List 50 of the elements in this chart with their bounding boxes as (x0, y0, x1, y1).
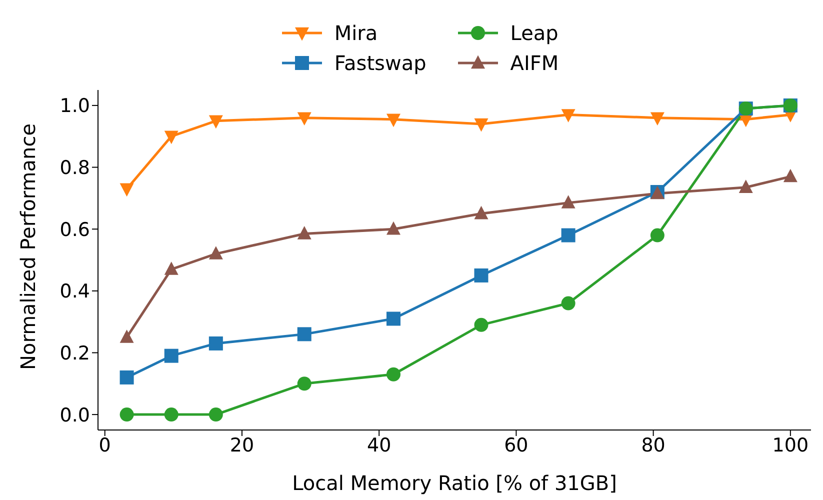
point (386, 221, 400, 235)
point (474, 206, 488, 220)
point (783, 168, 798, 182)
y-tick-label: 0.2 (60, 342, 90, 364)
point (386, 367, 400, 382)
point (164, 262, 178, 275)
point (208, 246, 223, 260)
point (561, 195, 576, 208)
x-tick-label: 100 (772, 434, 809, 456)
x-tick-label: 0 (98, 434, 111, 456)
point (650, 228, 664, 242)
point (208, 336, 223, 350)
point (120, 330, 134, 343)
point (297, 112, 312, 126)
point (386, 114, 400, 128)
point (120, 408, 134, 422)
legend-label: AIFM (510, 51, 559, 75)
x-tick-label: 20 (230, 434, 254, 456)
x-tick-label: 40 (366, 434, 392, 456)
y-tick-label: 1.0 (60, 95, 90, 118)
point (650, 112, 664, 126)
point (561, 296, 576, 310)
y-tick-label: 0.0 (60, 404, 90, 426)
x-axis-title: Local Memory Ratio [% of 31GB] (292, 471, 617, 495)
point (474, 268, 488, 282)
y-tick-label: 0.6 (60, 218, 90, 241)
point (297, 327, 312, 342)
point (561, 228, 576, 242)
x-tick-label: 80 (641, 434, 666, 456)
legend-label: Leap (510, 21, 558, 45)
point (164, 130, 178, 144)
point (120, 370, 134, 384)
legend-label: Fastswap (334, 51, 426, 75)
point (738, 180, 753, 193)
point (208, 115, 223, 129)
point (474, 118, 488, 132)
point (164, 348, 178, 363)
point (297, 226, 312, 240)
point (208, 408, 223, 422)
point (164, 408, 178, 422)
y-tick-label: 0.8 (60, 157, 90, 180)
point (474, 318, 488, 332)
legend-label: Mira (334, 21, 378, 45)
point (297, 376, 312, 391)
point (120, 183, 134, 197)
point (561, 109, 576, 122)
y-tick-label: 0.4 (60, 280, 90, 303)
point (386, 312, 400, 326)
x-tick-label: 60 (504, 434, 528, 456)
y-axis-title: Normalized Performance (16, 123, 40, 370)
